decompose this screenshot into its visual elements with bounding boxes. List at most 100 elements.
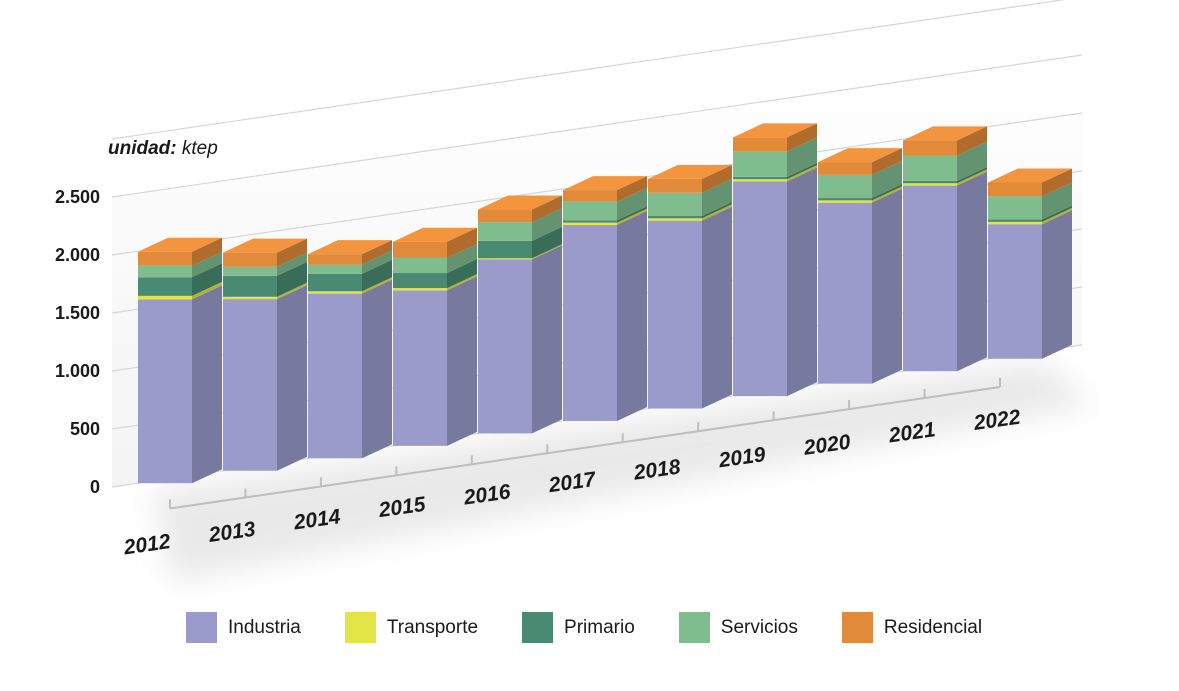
bar-segment bbox=[903, 180, 957, 184]
gridline bbox=[111, 0, 1066, 140]
bar-segment bbox=[648, 220, 702, 409]
bar-segment-side bbox=[532, 226, 562, 259]
bar-segment bbox=[138, 299, 192, 484]
bar-2015 bbox=[393, 227, 477, 446]
bar-segment bbox=[393, 288, 447, 291]
legend-label-servicios: Servicios bbox=[720, 616, 798, 638]
bar-segment bbox=[138, 277, 192, 296]
bar-segment bbox=[223, 296, 277, 300]
bar-segment bbox=[733, 181, 787, 397]
unit-label: unidad: ktep bbox=[108, 138, 218, 160]
x-axis-line bbox=[169, 386, 1001, 510]
bar-segment bbox=[393, 241, 447, 258]
bar-segment-side bbox=[447, 227, 477, 258]
bar-2022 bbox=[988, 168, 1072, 359]
bar-2018 bbox=[648, 164, 732, 409]
legend: Industria Transporte Primario Servicios … bbox=[186, 612, 1026, 643]
bar-2013 bbox=[223, 238, 307, 471]
bar-segment bbox=[648, 218, 702, 221]
legend-swatch-industria bbox=[186, 612, 217, 643]
bar-segment bbox=[393, 290, 447, 446]
bar-2014 bbox=[308, 240, 392, 459]
bar-segment-side bbox=[617, 210, 647, 421]
bar-segment-side bbox=[532, 208, 562, 241]
bar-segment bbox=[903, 155, 957, 181]
bar-segment-side bbox=[957, 126, 987, 156]
bar-segment bbox=[648, 178, 702, 193]
bar-segment bbox=[988, 182, 1042, 197]
legend-item-servicios: Servicios bbox=[678, 612, 798, 643]
legend-item-transporte: Transporte bbox=[344, 612, 478, 643]
bar-segment bbox=[818, 162, 872, 175]
bar-segment-side bbox=[872, 188, 902, 384]
bar-top bbox=[733, 123, 817, 138]
legend-item-industria: Industria bbox=[186, 612, 301, 643]
bar-top bbox=[478, 195, 562, 210]
bar-segment bbox=[563, 222, 617, 225]
floor-shadow bbox=[152, 360, 1092, 582]
bar-2021 bbox=[903, 126, 987, 372]
bar-segment-side bbox=[192, 251, 222, 278]
bar-segment bbox=[138, 251, 192, 266]
bar-segment bbox=[308, 293, 362, 459]
bar-segment bbox=[733, 151, 787, 177]
bar-segment-side bbox=[617, 187, 647, 221]
bar-segment bbox=[903, 183, 957, 186]
bar-segment-side bbox=[277, 252, 307, 276]
bar-top bbox=[138, 237, 222, 252]
bar-segment-side bbox=[447, 259, 477, 289]
bar-segment-side bbox=[957, 171, 987, 372]
bar-segment-side bbox=[1042, 210, 1072, 359]
bar-segment bbox=[563, 220, 617, 223]
bar-segment-side bbox=[957, 166, 987, 184]
legend-swatch-primario bbox=[522, 612, 554, 643]
bar-segment bbox=[308, 291, 362, 294]
legend-label-industria: Industria bbox=[228, 616, 301, 638]
bar-segment bbox=[138, 265, 192, 278]
legend-item-primario: Primario bbox=[522, 612, 635, 643]
bar-segment-side bbox=[532, 245, 562, 434]
y-tick-label: 0 bbox=[90, 477, 100, 497]
bar-2016 bbox=[478, 195, 562, 434]
bar-segment bbox=[903, 185, 957, 372]
legend-label-primario: Primario bbox=[564, 616, 635, 638]
bar-2012 bbox=[138, 237, 222, 484]
legend-swatch-residencial bbox=[841, 612, 873, 643]
bar-segment bbox=[478, 222, 532, 241]
y-tick-label: 500 bbox=[70, 419, 100, 439]
bar-segment-side bbox=[1042, 168, 1072, 197]
bar-segment bbox=[818, 174, 872, 199]
y-tick-label: 2.500 bbox=[55, 187, 100, 207]
bar-segment bbox=[733, 137, 787, 152]
bar-segment-side bbox=[872, 160, 902, 199]
bar-segment bbox=[393, 273, 447, 289]
bar-segment bbox=[988, 221, 1042, 225]
legend-item-residencial: Residencial bbox=[841, 612, 982, 643]
bar-segment bbox=[478, 240, 532, 259]
bar-top bbox=[308, 240, 392, 255]
bar-top bbox=[988, 168, 1072, 183]
bar-segment bbox=[648, 192, 702, 216]
bar-segment bbox=[223, 252, 277, 267]
bar-segment-side bbox=[277, 282, 307, 300]
bar-segment-side bbox=[447, 243, 477, 274]
bar-segment bbox=[478, 209, 532, 223]
bar-segment-side bbox=[362, 259, 392, 292]
bar-segment bbox=[988, 196, 1042, 220]
bar-segment-side bbox=[447, 276, 477, 446]
bar-segment bbox=[988, 224, 1042, 359]
bar-segment-side bbox=[1042, 182, 1072, 220]
bar-segment bbox=[818, 200, 872, 203]
y-tick-label: 1.000 bbox=[55, 361, 100, 381]
bar-segment-side bbox=[362, 279, 392, 459]
bar-top bbox=[648, 164, 732, 179]
bar-segment bbox=[478, 258, 532, 260]
bar-segment-side bbox=[872, 186, 902, 203]
bar-segment-side bbox=[532, 195, 562, 223]
bar-segment bbox=[648, 215, 702, 219]
x-tick-label: 2012 bbox=[121, 530, 172, 559]
bar-segment bbox=[138, 295, 192, 300]
bar-top bbox=[563, 176, 647, 191]
bar-segment-side bbox=[277, 285, 307, 471]
